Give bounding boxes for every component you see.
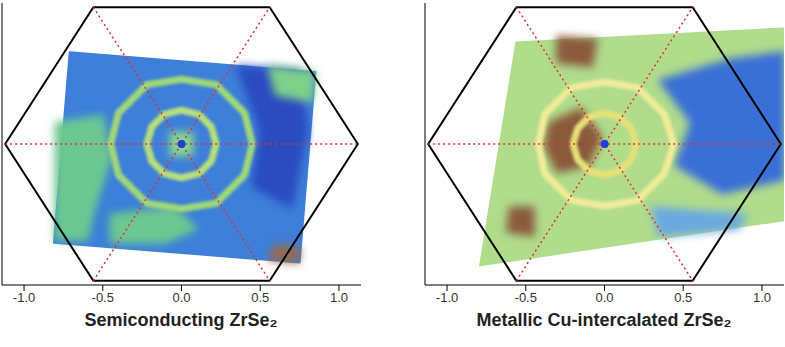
svg-text:1.0: 1.0 [330,290,348,305]
html-text:Semiconducting ZrSe₂: Semiconducting ZrSe₂ [84,310,278,330]
svg-text:-1.0: -1.0 [436,290,458,305]
svg-text:-1.0: -1.0 [13,290,35,305]
svg-text:0.5: 0.5 [251,290,269,305]
svg-text:-0.5: -0.5 [92,290,114,305]
html-text:Metallic Cu-intercalated ZrSe₂: Metallic Cu-intercalated ZrSe₂ [476,310,732,330]
svg-text:1.0: 1.0 [753,290,771,305]
svg-text:0.0: 0.0 [172,290,190,305]
svg-text:-0.5: -0.5 [515,290,537,305]
svg-text:0.0: 0.0 [595,290,613,305]
svg-text:0.5: 0.5 [674,290,692,305]
